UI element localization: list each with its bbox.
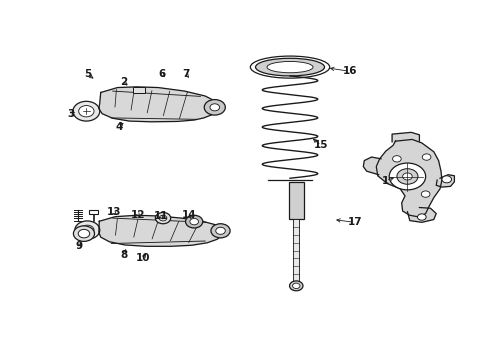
Text: 17: 17	[346, 217, 361, 227]
Text: 6: 6	[158, 69, 165, 79]
Circle shape	[402, 173, 411, 180]
Circle shape	[396, 169, 417, 184]
Text: 10: 10	[135, 253, 150, 263]
Circle shape	[421, 191, 429, 197]
Text: 14: 14	[182, 210, 196, 220]
Text: 12: 12	[131, 210, 145, 220]
Circle shape	[79, 105, 94, 117]
FancyBboxPatch shape	[288, 182, 304, 219]
Text: 9: 9	[76, 241, 82, 251]
FancyBboxPatch shape	[89, 210, 98, 214]
Circle shape	[189, 219, 198, 225]
Circle shape	[204, 100, 225, 115]
Circle shape	[75, 221, 100, 239]
Text: 11: 11	[153, 211, 167, 221]
FancyBboxPatch shape	[293, 219, 299, 282]
Circle shape	[289, 281, 303, 291]
Polygon shape	[99, 87, 218, 122]
Circle shape	[215, 227, 225, 234]
Text: 13: 13	[107, 207, 121, 217]
Circle shape	[292, 283, 299, 289]
Circle shape	[210, 224, 230, 238]
Text: 1: 1	[382, 176, 389, 186]
Circle shape	[388, 163, 425, 190]
Ellipse shape	[266, 62, 312, 73]
Circle shape	[422, 154, 430, 160]
Text: 16: 16	[342, 66, 356, 76]
Text: 4: 4	[115, 122, 122, 132]
Text: 5: 5	[83, 69, 91, 79]
Circle shape	[417, 214, 425, 220]
Circle shape	[185, 215, 203, 228]
Ellipse shape	[255, 58, 324, 76]
Circle shape	[73, 101, 100, 121]
Text: 7: 7	[182, 69, 189, 79]
FancyBboxPatch shape	[133, 87, 145, 93]
Polygon shape	[407, 207, 435, 222]
Circle shape	[73, 226, 94, 242]
Polygon shape	[435, 175, 453, 187]
Circle shape	[209, 104, 219, 111]
Polygon shape	[375, 139, 441, 217]
Text: 15: 15	[313, 140, 328, 150]
Text: 3: 3	[67, 109, 75, 119]
Polygon shape	[99, 215, 224, 246]
Text: 2: 2	[120, 77, 127, 87]
Circle shape	[155, 212, 170, 224]
Circle shape	[78, 229, 89, 238]
Text: 8: 8	[120, 250, 127, 260]
Circle shape	[81, 225, 94, 235]
Circle shape	[441, 176, 450, 183]
Polygon shape	[391, 132, 419, 142]
Polygon shape	[363, 157, 380, 175]
Circle shape	[392, 156, 400, 162]
